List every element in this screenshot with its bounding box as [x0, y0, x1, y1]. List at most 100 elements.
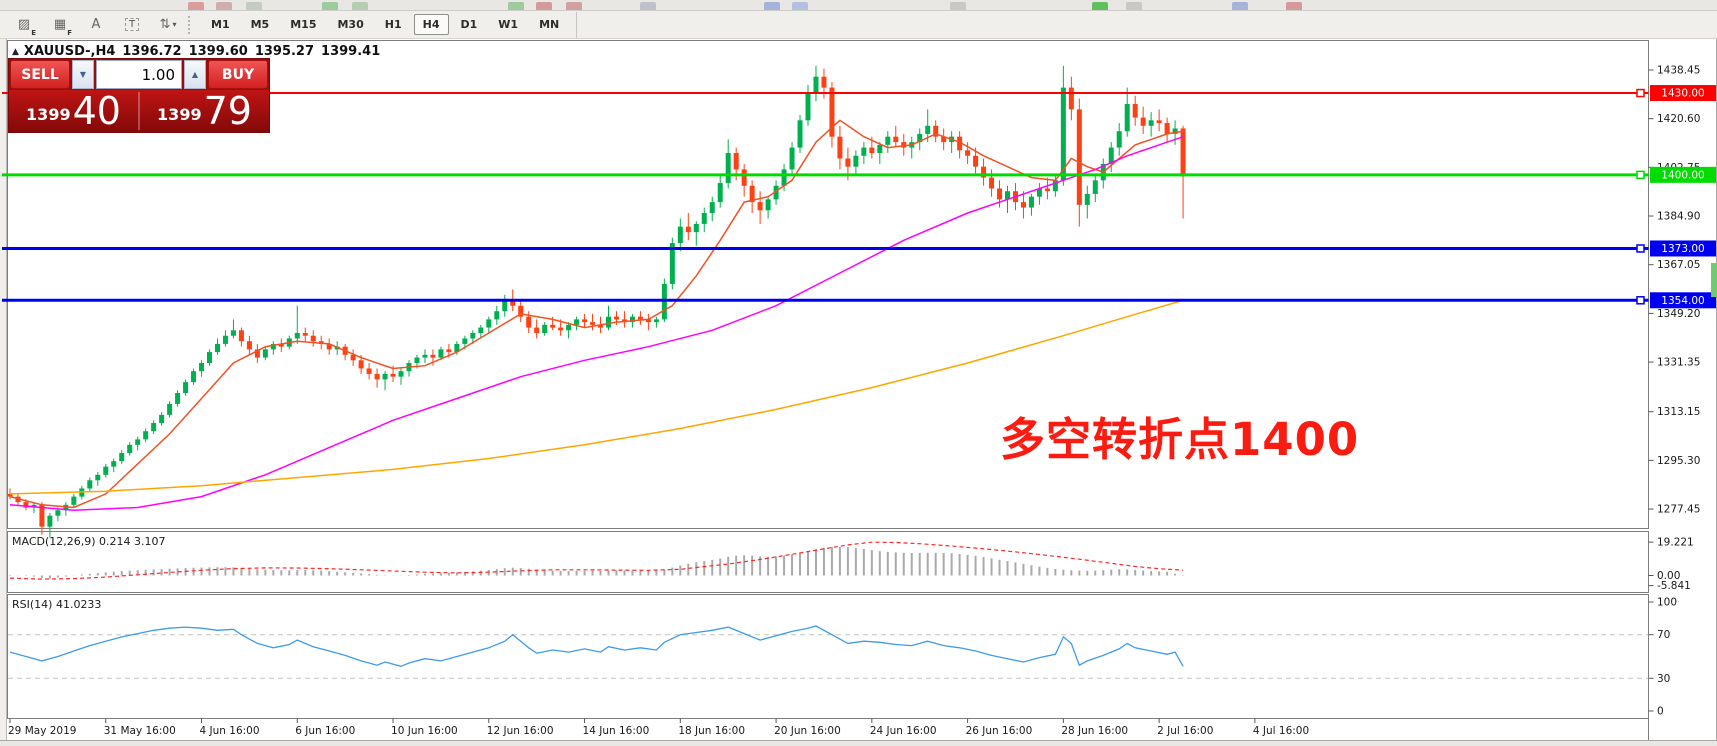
svg-text:20 Jun 16:00: 20 Jun 16:00 [774, 725, 841, 737]
svg-text:1430.00: 1430.00 [1661, 88, 1704, 100]
svg-text:14 Jun 16:00: 14 Jun 16:00 [583, 725, 650, 737]
collapse-triangle-icon[interactable]: ▲ [12, 47, 19, 57]
price-divider [138, 92, 140, 130]
timeframe-button-M30[interactable]: M30 [337, 18, 364, 31]
buy-button[interactable]: BUY [208, 60, 268, 89]
svg-text:28 Jun 16:00: 28 Jun 16:00 [1061, 725, 1128, 737]
chart-tools-icon[interactable]: ▨ E [17, 17, 36, 37]
svg-text:18 Jun 16:00: 18 Jun 16:00 [678, 725, 745, 737]
sell-button[interactable]: SELL [10, 60, 70, 89]
clipped-toolbar-icon [1092, 2, 1108, 10]
sell-price-small: 1399 [26, 105, 71, 124]
svg-text:0: 0 [1657, 706, 1664, 718]
panel-frames [7, 40, 1649, 740]
clipped-toolbar-icon [764, 2, 780, 10]
window-left-border [0, 39, 7, 740]
volume-increase-button[interactable]: ▲ [184, 60, 206, 89]
buy-price-big: 79 [203, 89, 252, 133]
timeframe-button-M5[interactable]: M5 [250, 18, 270, 31]
svg-text:1373.00: 1373.00 [1661, 243, 1704, 255]
toolbar-grip[interactable] [188, 15, 194, 34]
timeframe-button-H4[interactable]: H4 [413, 14, 449, 35]
svg-text:1331.35: 1331.35 [1657, 357, 1700, 369]
timeframe-button-H1[interactable]: H1 [384, 18, 402, 31]
buy-price-display[interactable]: 1399 79 [140, 90, 269, 132]
chart-ohlc-header: ▲ XAUUSD-,H4 1396.72 1399.60 1395.27 1399.41 [12, 44, 387, 59]
one-click-trading-panel: SELL ▼ ▲ BUY 1399 40 1399 79 [8, 58, 270, 133]
svg-text:1400.00: 1400.00 [1661, 169, 1704, 181]
clipped-toolbar-icon [1232, 2, 1248, 10]
clipped-toolbar-icon [640, 2, 656, 10]
timeframe-button-M1[interactable]: M1 [211, 18, 230, 31]
rsi-panel [8, 625, 1649, 679]
svg-text:1349.20: 1349.20 [1657, 308, 1700, 320]
timeframe-button-D1[interactable]: D1 [460, 18, 478, 31]
ma-fast-line [9, 119, 1184, 509]
open-value: 1396.72 [122, 44, 182, 59]
svg-text:1295.30: 1295.30 [1657, 455, 1700, 467]
close-value: 1399.41 [321, 44, 381, 59]
sell-price-display[interactable]: 1399 40 [9, 90, 138, 132]
high-value: 1399.60 [188, 44, 248, 59]
clipped-toolbar-icon [566, 2, 582, 10]
volume-input[interactable] [96, 60, 182, 89]
clipped-toolbar-icon [352, 2, 368, 10]
drawing-tools-group: ▨ E ▦ F A T ⇅ ▾ [10, 14, 182, 37]
clipped-toolbar-icon [508, 2, 524, 10]
svg-text:1354.00: 1354.00 [1661, 295, 1704, 307]
svg-text:4 Jun 16:00: 4 Jun 16:00 [200, 725, 260, 737]
sell-price-big: 40 [72, 89, 121, 133]
svg-text:26 Jun 16:00: 26 Jun 16:00 [966, 725, 1033, 737]
svg-text:30: 30 [1657, 673, 1670, 685]
grid-icon[interactable]: ▦ F [53, 17, 72, 37]
price-axis[interactable]: 1438.451420.601402.751384.901367.051349.… [1648, 65, 1717, 718]
clipped-toolbar-icon [1126, 2, 1142, 10]
clipped-toolbar-icon [950, 2, 966, 10]
low-value: 1395.27 [254, 44, 315, 59]
svg-text:1420.60: 1420.60 [1657, 113, 1700, 125]
arrange-objects-icon[interactable]: ⇅ ▾ [159, 17, 177, 32]
svg-text:100: 100 [1657, 597, 1677, 609]
chart-toolbar: ▨ E ▦ F A T ⇅ ▾ M1 M5 M15 M30 H1 H4 D1 W1 MN [0, 11, 1717, 39]
svg-text:4 Jul 16:00: 4 Jul 16:00 [1253, 725, 1309, 737]
clipped-toolbar-icon [322, 2, 338, 10]
timeframe-button-M15[interactable]: M15 [290, 18, 317, 31]
clipped-toolbar-icon [246, 2, 262, 10]
horizontal-level-lines[interactable] [2, 88, 1649, 305]
window-bottom-border [0, 740, 1717, 746]
text-annotation-icon[interactable]: A [91, 17, 101, 32]
clipped-window-fragment [1711, 263, 1717, 297]
svg-text:0.00: 0.00 [1657, 570, 1680, 582]
timeframe-group: M1 M5 M15 M30 H1 H4 D1 W1 MN [202, 14, 568, 35]
time-axis[interactable]: 29 May 2019 31 May 16:00 4 Jun 16:00 6 Jun … [8, 718, 1309, 738]
clipped-toolbar-icon [216, 2, 232, 10]
text-box-icon[interactable]: T [118, 14, 146, 36]
timeframe-button-W1[interactable]: W1 [498, 18, 519, 31]
candlestick-series[interactable] [7, 65, 1186, 538]
svg-text:6 Jun 16:00: 6 Jun 16:00 [295, 725, 355, 737]
svg-text:31 May 16:00: 31 May 16:00 [104, 725, 176, 737]
svg-text:10 Jun 16:00: 10 Jun 16:00 [391, 725, 458, 737]
buy-price-small: 1399 [157, 105, 202, 124]
rsi-indicator-label: RSI(14) 41.0233 [12, 598, 102, 611]
clipped-toolbar-icon [188, 2, 204, 10]
svg-text:1438.45: 1438.45 [1657, 65, 1700, 77]
svg-text:1367.05: 1367.05 [1657, 259, 1700, 271]
ma-slow-line [9, 299, 1184, 495]
svg-text:19.221: 19.221 [1657, 537, 1694, 549]
svg-text:2 Jul 16:00: 2 Jul 16:00 [1157, 725, 1213, 737]
toolbar-divider [576, 11, 578, 38]
clipped-toolbar-icon [1286, 2, 1302, 10]
svg-text:1313.15: 1313.15 [1657, 406, 1700, 418]
clipped-toolbar-icon [536, 2, 552, 10]
volume-decrease-button[interactable]: ▼ [72, 60, 94, 89]
timeframe-button-MN[interactable]: MN [539, 18, 560, 31]
svg-text:1277.45: 1277.45 [1657, 504, 1700, 516]
macd-indicator-label: MACD(12,26,9) 0.214 3.107 [12, 535, 166, 548]
svg-text:24 Jun 16:00: 24 Jun 16:00 [870, 725, 937, 737]
svg-text:29 May 2019: 29 May 2019 [8, 725, 76, 737]
rsi-line [9, 625, 1184, 667]
svg-text:1384.90: 1384.90 [1657, 211, 1700, 223]
